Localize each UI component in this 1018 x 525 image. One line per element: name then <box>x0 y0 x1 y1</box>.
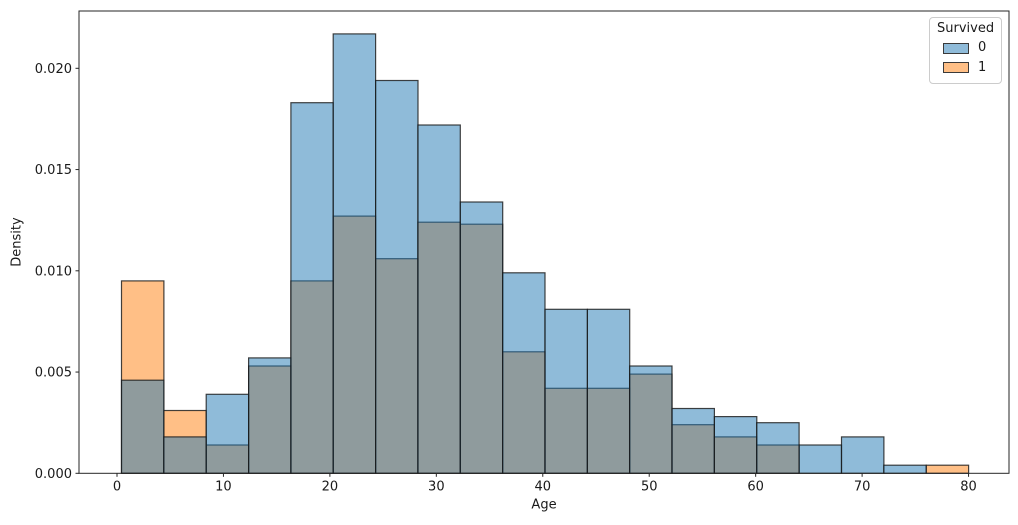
y-tick-label: 0.005 <box>35 366 72 381</box>
histogram-bar-survived-0 <box>586 308 631 474</box>
legend-entry-survived-1: 1 <box>943 60 994 76</box>
histogram-bar-survived-1 <box>925 464 970 474</box>
x-tick-label: 20 <box>322 479 339 494</box>
plot-border <box>78 10 1010 474</box>
legend-entry-survived-0: 0 <box>943 40 994 56</box>
y-tick-label: 0.010 <box>35 264 72 279</box>
histogram-bar-survived-0 <box>502 272 546 474</box>
histogram-bar-survived-0 <box>883 464 927 474</box>
legend-swatch-survived-1-icon <box>943 62 969 74</box>
legend-swatch-survived-0-icon <box>943 42 969 54</box>
y-tick-label: 0.015 <box>35 163 72 178</box>
legend-entry-label: 1 <box>978 59 987 75</box>
legend-entry-label: 0 <box>978 40 987 56</box>
histogram-bar-survived-0 <box>290 102 334 474</box>
x-tick-label: 80 <box>960 479 977 494</box>
histogram-bar-survived-0 <box>544 308 589 474</box>
y-tick-label: 0.000 <box>35 467 72 482</box>
histogram-bar-survived-0 <box>205 393 250 474</box>
histogram-bar-survived-0 <box>332 33 377 474</box>
legend: Survived 0 1 <box>929 17 1003 84</box>
y-axis-label: Density <box>9 217 25 267</box>
histogram-bar-survived-0 <box>375 79 419 474</box>
x-tick-label: 30 <box>428 479 445 494</box>
histogram-bar-survived-0 <box>756 422 800 474</box>
histogram-bar-survived-0 <box>417 124 461 474</box>
histogram-bar-survived-0 <box>120 379 165 474</box>
histogram-bar-survived-0 <box>713 416 758 474</box>
x-tick-label: 10 <box>215 479 232 494</box>
histogram-bar-survived-0 <box>840 436 885 474</box>
histogram-bar-survived-0 <box>248 357 292 474</box>
y-tick-label: 0.020 <box>35 62 72 77</box>
legend-title: Survived <box>937 21 995 36</box>
x-tick-label: 60 <box>747 479 764 494</box>
x-axis-label: Age <box>531 497 557 513</box>
histogram-bar-survived-0 <box>798 444 843 474</box>
histogram-bar-survived-0 <box>671 407 716 474</box>
histogram-bar-survived-0 <box>459 201 504 474</box>
histogram-bar-survived-0 <box>163 436 207 474</box>
histogram-bar-survived-0 <box>628 365 673 474</box>
x-tick-label: 40 <box>535 479 552 494</box>
x-tick-label: 0 <box>113 479 121 494</box>
x-tick-label: 50 <box>641 479 658 494</box>
x-tick-label: 70 <box>854 479 871 494</box>
